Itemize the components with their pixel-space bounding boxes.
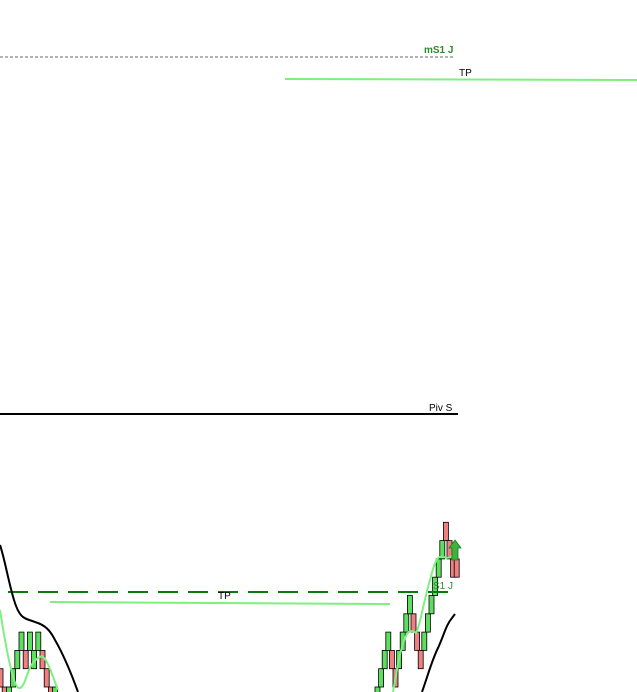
brick-down [388,650,395,670]
tp-lower-label: TP [218,591,231,602]
brick-up [439,540,446,560]
brick-up [424,613,431,633]
brick-down [0,668,4,688]
moving-average-black-right [421,613,456,692]
brick-down [48,686,54,692]
brick-up [381,650,388,670]
brick-down [1,686,8,692]
moving-average-green [0,609,59,691]
brick-up [35,631,42,651]
brick-up [6,686,12,692]
brick-up [14,650,21,670]
brick-down [410,613,417,633]
brick-up [403,613,410,633]
brick-down [22,650,29,670]
brick-up [374,686,381,692]
brick-up [421,631,428,651]
brick-down [442,521,449,541]
brick-down [414,631,421,651]
buy-signal-arrow-icon[interactable] [448,539,462,561]
pivot-label: Piv S [429,403,453,414]
brick-up [26,631,33,651]
s1-label: S1 J [433,581,453,592]
brick-up [435,558,442,578]
brick-up [385,631,392,651]
brick-up [432,576,439,596]
tp-upper-label: TP [459,68,472,79]
tp-lower-line[interactable] [49,601,391,605]
brick-down [453,558,460,578]
moving-average-green-right [392,555,458,692]
brick-down [43,668,50,688]
brick-up [52,686,58,692]
brick-up [406,595,413,615]
brick-up [18,631,25,651]
ms1-label: mS1 J [424,45,453,56]
brick-up [378,668,385,688]
tp-upper-line[interactable] [284,78,637,81]
brick-up [399,631,406,651]
brick-up [428,595,435,615]
brick-down [417,650,424,670]
moving-average-black [0,544,79,692]
